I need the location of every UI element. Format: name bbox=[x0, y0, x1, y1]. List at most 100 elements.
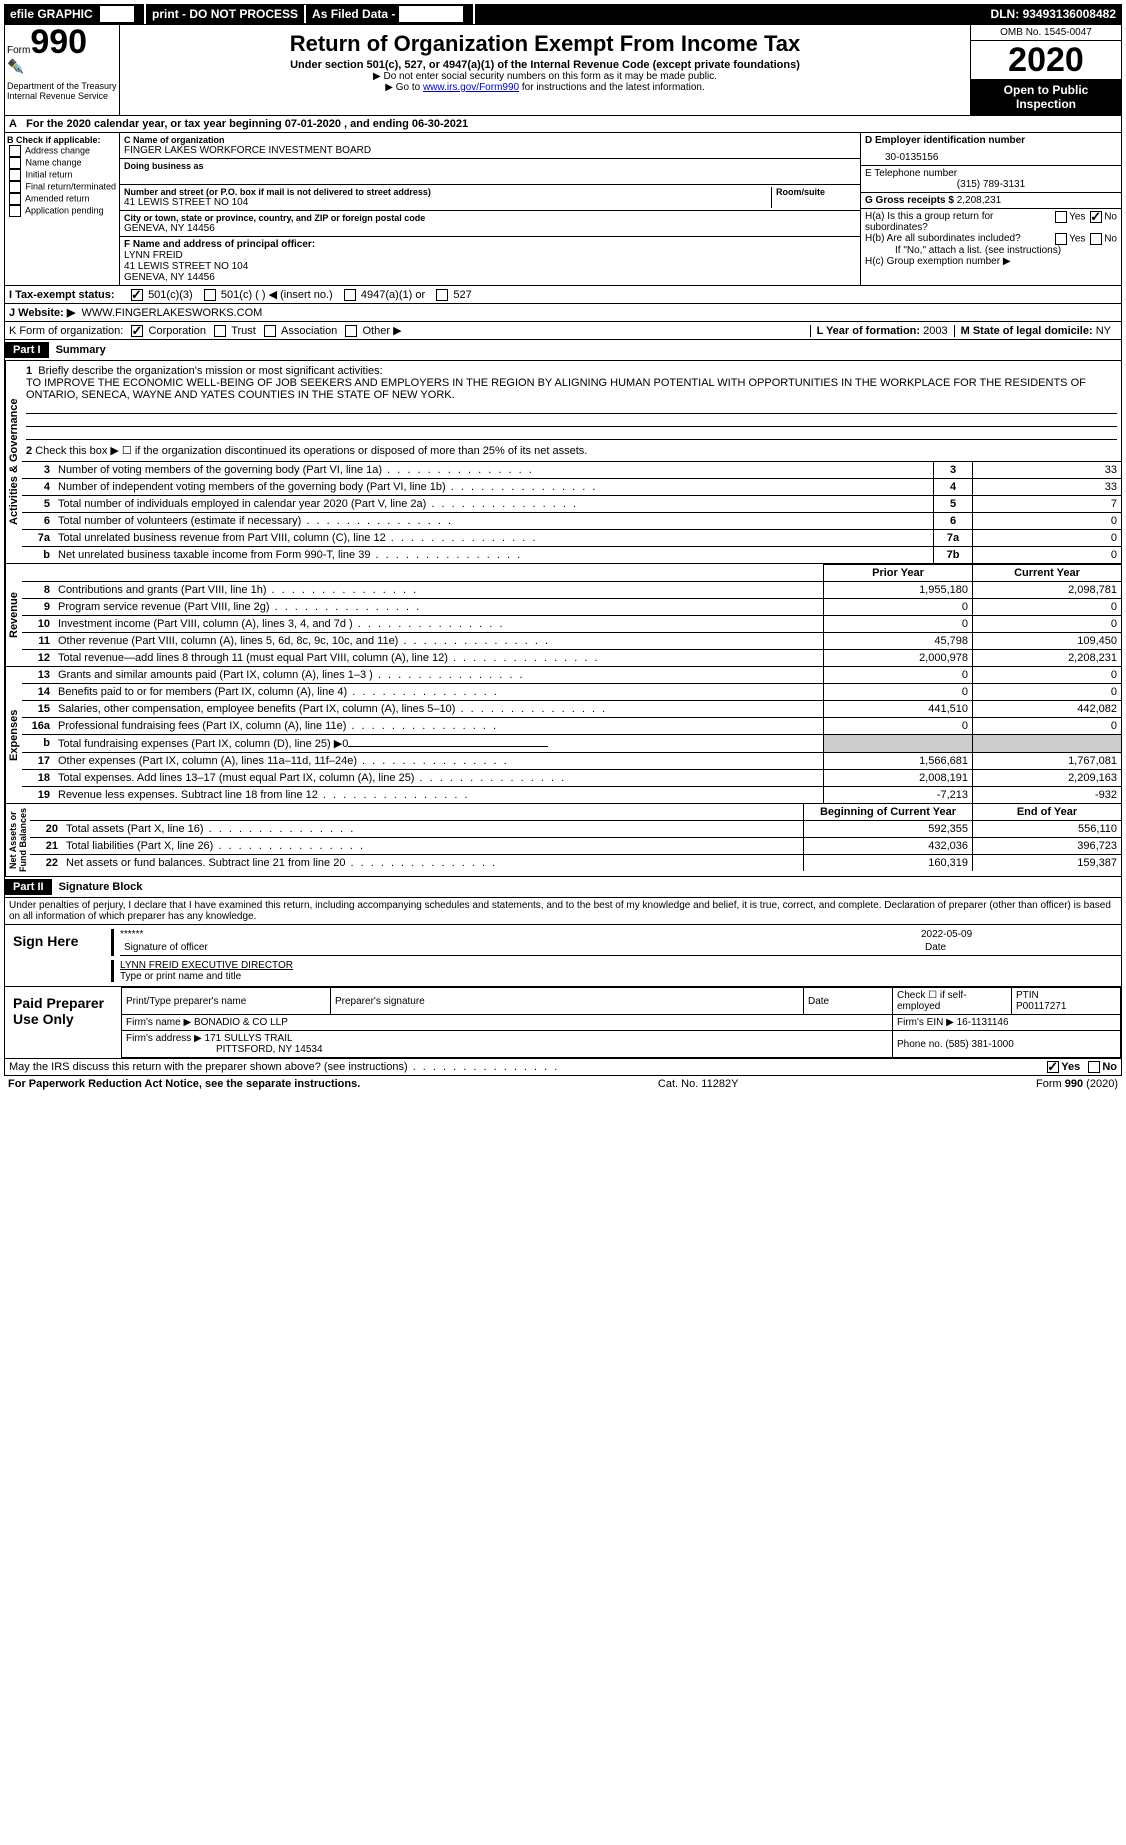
print-label: print - DO NOT PROCESS bbox=[146, 5, 306, 23]
check-final-return[interactable]: Final return/terminated bbox=[7, 181, 117, 193]
opt-corp: Corporation bbox=[149, 325, 206, 337]
check-amended-return[interactable]: Amended return bbox=[7, 193, 117, 205]
check-other[interactable] bbox=[345, 325, 357, 337]
net-assets-table: Beginning of Current YearEnd of Year20To… bbox=[30, 804, 1121, 871]
state-domicile: NY bbox=[1096, 325, 1111, 337]
gross-cell: G Gross receipts $ 2,208,231 bbox=[861, 193, 1121, 209]
check-4947[interactable] bbox=[344, 289, 356, 301]
footer-mid: Cat. No. 11282Y bbox=[658, 1078, 739, 1090]
col-b: B Check if applicable: Address change Na… bbox=[5, 133, 120, 285]
part1-title: Summary bbox=[56, 344, 106, 356]
part2-title: Signature Block bbox=[59, 881, 143, 893]
dba-label: Doing business as bbox=[124, 161, 856, 171]
dba-cell: Doing business as bbox=[120, 159, 860, 185]
check-assoc[interactable] bbox=[264, 325, 276, 337]
form-label: Form bbox=[7, 45, 30, 56]
form-id-box: Form990 ✒️ Department of the Treasury In… bbox=[5, 25, 120, 115]
type-name-label: Type or print name and title bbox=[120, 971, 1121, 982]
efile-input[interactable] bbox=[100, 6, 134, 22]
form-header: Form990 ✒️ Department of the Treasury In… bbox=[4, 24, 1122, 116]
subtitle-2: ▶ Do not enter social security numbers o… bbox=[124, 71, 966, 82]
sidelabel-expenses: Expenses bbox=[5, 667, 22, 803]
governance-table: 3Number of voting members of the governi… bbox=[22, 461, 1121, 563]
check-name-change[interactable]: Name change bbox=[7, 157, 117, 169]
check-self-employed: Check ☐ if self-employed bbox=[893, 988, 1012, 1015]
revenue-section: Revenue Prior YearCurrent Year8Contribut… bbox=[4, 564, 1122, 667]
preparer-table: Print/Type preparer's name Preparer's si… bbox=[121, 987, 1121, 1058]
asfiled-input[interactable] bbox=[399, 6, 463, 22]
state-domicile-label: M State of legal domicile: bbox=[961, 325, 1093, 337]
city-cell: City or town, state or province, country… bbox=[120, 211, 860, 237]
ein-cell: D Employer identification number 30-0135… bbox=[861, 133, 1121, 166]
officer-label: F Name and address of principal officer: bbox=[124, 239, 856, 250]
footer-left: For Paperwork Reduction Act Notice, see … bbox=[8, 1078, 360, 1090]
ptin-label: PTIN bbox=[1016, 990, 1039, 1001]
firm-addr1: 171 SULLYS TRAIL bbox=[205, 1033, 293, 1044]
address-cell: Number and street (or P.O. box if mail i… bbox=[120, 185, 860, 211]
yes-label: Yes bbox=[1061, 1061, 1080, 1073]
sig-date: 2022-05-09 bbox=[921, 929, 1121, 940]
org-name-cell: C Name of organization FINGER LAKES WORK… bbox=[120, 133, 860, 159]
expenses-section: Expenses 13Grants and similar amounts pa… bbox=[4, 667, 1122, 804]
discuss-no-check[interactable] bbox=[1088, 1061, 1100, 1073]
declaration-text: Under penalties of perjury, I declare th… bbox=[4, 898, 1122, 925]
city-label: City or town, state or province, country… bbox=[124, 213, 856, 223]
check-initial-return[interactable]: Initial return bbox=[7, 169, 117, 181]
revenue-table: Prior YearCurrent Year8Contributions and… bbox=[22, 564, 1121, 666]
row-j: J Website: ▶ WWW.FINGERLAKESWORKS.COM bbox=[4, 304, 1122, 322]
col-d: D Employer identification number 30-0135… bbox=[861, 133, 1121, 285]
check-address-change[interactable]: Address change bbox=[7, 145, 117, 157]
officer-cell: F Name and address of principal officer:… bbox=[120, 237, 860, 285]
hc-label: H(c) Group exemption number ▶ bbox=[865, 256, 1117, 267]
irs-discuss-row: May the IRS discuss this return with the… bbox=[4, 1059, 1122, 1076]
firm-name: BONADIO & CO LLP bbox=[194, 1017, 288, 1028]
open-to-public: Open to Public Inspection bbox=[971, 79, 1121, 115]
check-501c[interactable] bbox=[204, 289, 216, 301]
gross-label: G Gross receipts $ bbox=[865, 195, 954, 206]
row-k-label: K Form of organization: bbox=[9, 325, 123, 337]
footer-right: Form 990 (2020) bbox=[1036, 1078, 1118, 1090]
paid-preparer-label: Paid Preparer Use Only bbox=[5, 987, 121, 1058]
phone-label: Phone no. bbox=[897, 1039, 943, 1050]
tel-label: E Telephone number bbox=[865, 168, 1117, 179]
prep-name-label: Print/Type preparer's name bbox=[122, 988, 331, 1015]
street-address: 41 LEWIS STREET NO 104 bbox=[124, 197, 771, 208]
top-bar: efile GRAPHIC print - DO NOT PROCESS As … bbox=[4, 4, 1122, 24]
ein-label: D Employer identification number bbox=[865, 135, 1117, 146]
year-formation-label: L Year of formation: bbox=[817, 325, 921, 337]
line1-label: Briefly describe the organization's miss… bbox=[38, 365, 382, 377]
tel-value: (315) 789-3131 bbox=[865, 179, 1117, 190]
check-corp[interactable] bbox=[131, 325, 143, 337]
irs-link[interactable]: www.irs.gov/Form990 bbox=[423, 82, 519, 93]
check-527[interactable] bbox=[436, 289, 448, 301]
check-trust[interactable] bbox=[214, 325, 226, 337]
sidelabel-revenue: Revenue bbox=[5, 564, 22, 666]
city-state-zip: GENEVA, NY 14456 bbox=[124, 223, 856, 234]
sidelabel-net-assets: Net Assets orFund Balances bbox=[5, 804, 30, 876]
opt-4947: 4947(a)(1) or bbox=[361, 289, 425, 301]
row-a-prefix: A bbox=[9, 118, 17, 130]
officer-addr2: GENEVA, NY 14456 bbox=[124, 272, 856, 283]
form-number: 990 bbox=[30, 23, 87, 61]
year-formation: 2003 bbox=[923, 325, 947, 337]
firm-ein: 16-1131146 bbox=[957, 1017, 1009, 1028]
discuss-yes-check[interactable] bbox=[1047, 1061, 1059, 1073]
expenses-table: 13Grants and similar amounts paid (Part … bbox=[22, 667, 1121, 803]
signature-section: Sign Here ****** Signature of officer 20… bbox=[4, 925, 1122, 987]
check-501c3[interactable] bbox=[131, 289, 143, 301]
firm-ein-label: Firm's EIN ▶ bbox=[897, 1017, 954, 1028]
sig-officer-label: Signature of officer bbox=[120, 940, 921, 956]
line2-text: Check this box ▶ ☐ if the organization d… bbox=[35, 445, 587, 457]
main-info: B Check if applicable: Address change Na… bbox=[4, 133, 1122, 286]
mission-text: TO IMPROVE THE ECONOMIC WELL-BEING OF JO… bbox=[26, 377, 1086, 401]
opt-trust: Trust bbox=[231, 325, 256, 337]
check-application-pending[interactable]: Application pending bbox=[7, 205, 117, 217]
dln-value: 93493136008482 bbox=[1023, 7, 1116, 21]
header-center: Return of Organization Exempt From Incom… bbox=[120, 25, 970, 115]
efile-label: efile GRAPHIC bbox=[10, 7, 93, 21]
ein-value: 30-0135156 bbox=[865, 146, 1117, 163]
org-name-label: C Name of organization bbox=[124, 135, 856, 145]
tel-cell: E Telephone number (315) 789-3131 bbox=[861, 166, 1121, 193]
part2-tab: Part II bbox=[5, 879, 52, 895]
page-footer: For Paperwork Reduction Act Notice, see … bbox=[4, 1076, 1122, 1092]
